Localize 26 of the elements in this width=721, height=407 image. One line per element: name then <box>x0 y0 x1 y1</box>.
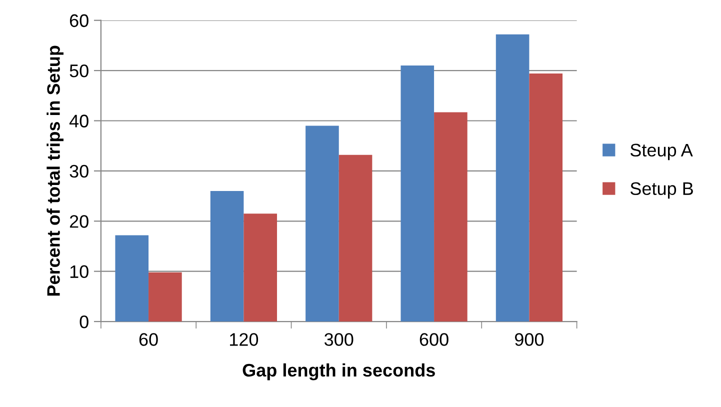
bar <box>210 191 244 322</box>
y-tick-label: 40 <box>69 114 88 128</box>
bar <box>434 112 468 322</box>
x-axis-title: Gap length in seconds <box>242 363 435 380</box>
bar <box>306 126 339 322</box>
bar <box>148 272 182 322</box>
bar <box>529 74 563 322</box>
y-tick-label: 50 <box>70 64 88 78</box>
x-tick-label: 900 <box>515 333 544 346</box>
bar <box>496 34 530 322</box>
x-tick-label: 300 <box>324 333 354 346</box>
y-tick-label: 30 <box>70 164 88 178</box>
y-tick-label: 0 <box>80 315 88 328</box>
legend-label: Steup A <box>630 144 693 160</box>
bar <box>244 214 278 322</box>
x-tick-label: 600 <box>420 333 448 346</box>
bar <box>400 66 434 322</box>
y-axis-title: Percent of total trips in Setup <box>46 46 64 296</box>
x-tick-label: 60 <box>139 333 158 346</box>
legend-label: Setup B <box>630 182 693 199</box>
x-tick-label: 120 <box>230 333 258 346</box>
y-tick-label: 60 <box>70 14 88 28</box>
y-tick-label: 20 <box>70 215 88 228</box>
y-tick-label: 10 <box>70 265 88 278</box>
bar <box>338 154 372 322</box>
bar <box>115 235 149 322</box>
